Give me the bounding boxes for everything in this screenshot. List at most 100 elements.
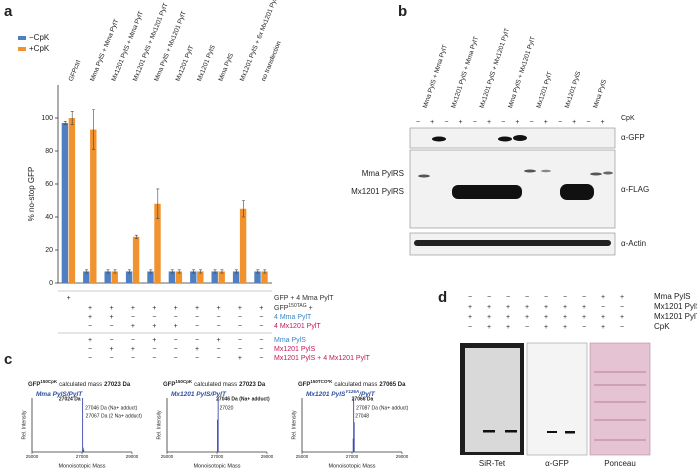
error-bar xyxy=(85,269,89,274)
bar xyxy=(232,271,240,283)
blot-b xyxy=(409,127,616,256)
row-label-text: Mx1201 PylS xyxy=(274,346,316,353)
t-protein: GFP xyxy=(28,382,40,388)
sign: + xyxy=(563,304,567,311)
peak-label: 27048 xyxy=(355,413,369,419)
t-mass-text: calculated mass xyxy=(334,382,377,388)
lane-label: Mma PylS + Mma PylT xyxy=(422,44,449,109)
sign: + xyxy=(174,305,178,312)
panel-label: d xyxy=(438,289,447,306)
sign: + xyxy=(582,304,586,311)
sign: + xyxy=(238,305,242,312)
y-tick-label: 80 xyxy=(45,148,53,155)
category-label: Mx1201 PylS xyxy=(196,44,217,83)
sign: − xyxy=(174,355,178,362)
bar xyxy=(168,271,176,283)
t-mass: 27023 Da xyxy=(104,382,131,388)
error-bar xyxy=(127,269,131,274)
sign: + xyxy=(131,323,135,330)
bar xyxy=(190,271,197,283)
t-protein: GFP xyxy=(163,382,175,388)
lane-label: Mx1201 PylS xyxy=(564,70,583,109)
spectrum-title: GFP150CpK calculated mass 27023 Da xyxy=(28,379,131,387)
sign: + xyxy=(544,304,548,311)
sign: − xyxy=(88,355,92,362)
row-label-text: 4 Mx1201 PylT xyxy=(274,323,321,330)
t-variant: 150TCO*K xyxy=(310,379,333,384)
sign: − xyxy=(259,314,263,321)
band-label: Mma PylRS xyxy=(362,169,404,178)
sign: − xyxy=(620,304,624,311)
legend-label: +CpK xyxy=(29,44,50,53)
error-bar xyxy=(213,269,217,274)
sign: + xyxy=(544,314,548,321)
error-bar xyxy=(149,269,153,274)
sign: + xyxy=(601,314,605,321)
sign: − xyxy=(216,314,220,321)
sign: − xyxy=(216,355,220,362)
bar xyxy=(261,271,268,283)
sign: + xyxy=(506,314,510,321)
sign: − xyxy=(487,294,491,301)
t-variant: 150CpK xyxy=(175,379,193,384)
sign: − xyxy=(601,304,605,311)
sign: + xyxy=(601,324,605,331)
row-label-text: GFP + 4 Mma PylT xyxy=(274,295,334,302)
sign: − xyxy=(582,324,586,331)
sign: − xyxy=(259,323,263,330)
row-label-text: 4 Mma PylT xyxy=(274,314,312,321)
c-name: Mx1201 PylS xyxy=(171,391,211,398)
x-axis-label: Monoisotopic Mass xyxy=(193,463,240,469)
band-label: Mx1201 PylRS xyxy=(351,187,404,196)
bar xyxy=(254,271,261,283)
sign: + xyxy=(525,304,529,311)
cpk-sign: + xyxy=(572,119,576,126)
error-bar xyxy=(199,269,203,274)
c-end: /PylT xyxy=(66,391,84,398)
legend-swatch xyxy=(18,47,26,51)
sign: − xyxy=(216,323,220,330)
row-label: 4 Mma PylT xyxy=(274,314,312,321)
sign: − xyxy=(88,346,92,353)
cpk-sign: − xyxy=(530,119,534,126)
cpk-sign: − xyxy=(558,119,562,126)
sign: + xyxy=(563,324,567,331)
bar xyxy=(239,208,247,283)
bar xyxy=(154,203,161,283)
y-axis-label: Rel. Intensity xyxy=(21,410,27,439)
bar xyxy=(132,236,140,283)
cpk-sign: − xyxy=(444,119,448,126)
sign: + xyxy=(131,305,135,312)
sign: − xyxy=(174,337,178,344)
sign: + xyxy=(67,295,71,302)
stain-label: SiR-Tet xyxy=(479,459,506,468)
sign: − xyxy=(544,294,548,301)
sign: + xyxy=(238,355,242,362)
row-label-sup: 150TAG xyxy=(288,303,306,309)
bar xyxy=(104,271,111,283)
bar xyxy=(61,122,69,283)
sign: + xyxy=(620,294,624,301)
sign: + xyxy=(109,314,113,321)
sign: + xyxy=(468,304,472,311)
sign: + xyxy=(88,337,92,344)
sign: − xyxy=(238,346,242,353)
category-label: Mx1201 PylS + 6x Mx1201 PylT xyxy=(239,0,280,82)
sign: − xyxy=(152,314,156,321)
y-tick-label: 20 xyxy=(45,247,53,254)
sign: − xyxy=(195,337,199,344)
sign: − xyxy=(109,355,113,362)
error-bar xyxy=(256,269,260,274)
error-bar xyxy=(263,269,267,274)
sign: + xyxy=(487,314,491,321)
sign: + xyxy=(259,305,263,312)
peak-label: 27020 xyxy=(220,405,234,411)
sign: + xyxy=(582,314,586,321)
cpk-sign: + xyxy=(544,119,548,126)
sign: − xyxy=(195,314,199,321)
sign: − xyxy=(563,294,567,301)
y-axis-label: Rel. Intensity xyxy=(156,410,162,439)
sign: − xyxy=(131,355,135,362)
spectrum-title: GFP150TCO*K calculated mass 27065 Da xyxy=(298,379,406,387)
error-bar xyxy=(192,269,196,274)
